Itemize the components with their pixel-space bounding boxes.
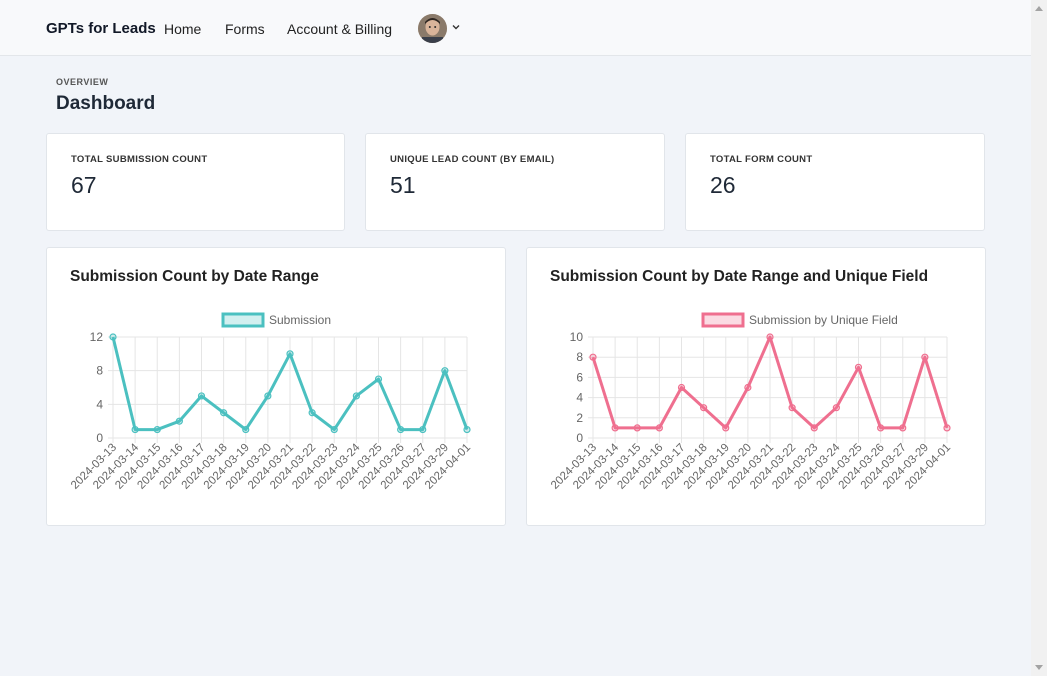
stat-label: TOTAL FORM COUNT — [710, 154, 813, 165]
data-point[interactable] — [242, 425, 250, 434]
data-point[interactable] — [264, 392, 272, 400]
stat-label: UNIQUE LEAD COUNT (BY EMAIL) — [390, 154, 555, 165]
data-point[interactable] — [921, 353, 929, 361]
y-tick-label: 4 — [576, 391, 583, 405]
data-point[interactable] — [352, 392, 360, 400]
user-avatar[interactable] — [418, 14, 447, 43]
chart-card-unique-field: Submission Count by Date Range and Uniqu… — [526, 247, 986, 526]
submission-line-chart: Submission048122024-03-132024-03-142024-… — [69, 312, 473, 492]
legend-label[interactable]: Submission by Unique Field — [749, 313, 898, 327]
data-point[interactable] — [788, 404, 796, 412]
series-line — [591, 335, 949, 430]
data-point[interactable] — [153, 425, 161, 434]
data-point[interactable] — [109, 333, 117, 341]
data-point[interactable] — [175, 417, 183, 425]
y-tick-label: 10 — [570, 330, 584, 344]
stat-card-unique-leads: UNIQUE LEAD COUNT (BY EMAIL) 51 — [365, 133, 665, 231]
stat-card-total-forms: TOTAL FORM COUNT 26 — [685, 133, 985, 231]
stat-value: 26 — [710, 172, 736, 198]
data-point[interactable] — [700, 404, 708, 412]
y-tick-label: 4 — [96, 397, 103, 411]
data-point[interactable] — [943, 424, 951, 432]
data-point[interactable] — [397, 425, 405, 434]
stat-card-total-submissions: TOTAL SUBMISSION COUNT 67 — [46, 133, 345, 231]
data-point[interactable] — [220, 409, 228, 417]
data-point[interactable] — [441, 367, 449, 375]
y-tick-label: 8 — [96, 364, 103, 378]
chart-title: Submission Count by Date Range and Uniqu… — [550, 268, 929, 285]
data-point[interactable] — [633, 424, 641, 432]
scrollbar[interactable] — [1031, 0, 1047, 676]
y-tick-label: 12 — [90, 330, 104, 344]
data-point[interactable] — [810, 424, 818, 432]
data-point[interactable] — [766, 333, 774, 341]
data-point[interactable] — [832, 404, 840, 412]
stat-label: TOTAL SUBMISSION COUNT — [71, 154, 208, 165]
stat-value: 67 — [71, 172, 97, 198]
legend-swatch[interactable] — [701, 312, 745, 328]
nav-forms-link[interactable]: Forms — [225, 21, 265, 37]
data-point[interactable] — [330, 425, 338, 434]
data-point[interactable] — [677, 383, 686, 392]
user-avatar-icon — [418, 14, 447, 43]
data-point[interactable] — [419, 425, 427, 434]
y-tick-label: 6 — [576, 370, 583, 384]
data-point[interactable] — [899, 424, 907, 432]
data-point[interactable] — [589, 353, 597, 361]
data-point[interactable] — [131, 425, 139, 434]
data-point[interactable] — [308, 409, 316, 417]
unique-field-line-chart: Submission by Unique Field02468102024-03… — [549, 312, 953, 492]
scroll-up-icon[interactable] — [1035, 6, 1043, 11]
y-tick-label: 8 — [576, 350, 583, 364]
y-tick-label: 0 — [576, 431, 583, 445]
page-title: Dashboard — [56, 93, 156, 114]
data-point[interactable] — [854, 363, 863, 371]
chevron-down-icon[interactable] — [451, 22, 461, 32]
nav-account-billing-link[interactable]: Account & Billing — [287, 21, 393, 37]
legend-label[interactable]: Submission — [269, 313, 331, 327]
series-line — [111, 336, 469, 432]
data-point[interactable] — [655, 424, 663, 432]
chart-grid — [108, 336, 468, 443]
data-point[interactable] — [463, 425, 471, 434]
y-tick-label: 0 — [96, 431, 103, 445]
data-point[interactable] — [744, 383, 752, 392]
stat-value: 51 — [390, 172, 416, 198]
data-point[interactable] — [197, 392, 206, 400]
y-tick-label: 2 — [576, 411, 583, 425]
data-point[interactable] — [374, 375, 383, 383]
data-point[interactable] — [286, 350, 294, 358]
nav-home-link[interactable]: Home — [164, 21, 202, 37]
chart-card-submissions: Submission Count by Date Range Submissio… — [46, 247, 506, 526]
page-pretitle: OVERVIEW — [56, 77, 109, 87]
brand-name[interactable]: GPTs for Leads — [46, 20, 156, 37]
chart-title: Submission Count by Date Range — [70, 268, 319, 285]
data-point[interactable] — [877, 424, 885, 432]
legend-swatch[interactable] — [221, 312, 265, 328]
data-point[interactable] — [722, 424, 730, 432]
scroll-down-icon[interactable] — [1035, 665, 1043, 670]
top-navbar: GPTs for Leads Home Forms Account & Bill… — [0, 0, 1031, 56]
data-point[interactable] — [611, 424, 619, 432]
